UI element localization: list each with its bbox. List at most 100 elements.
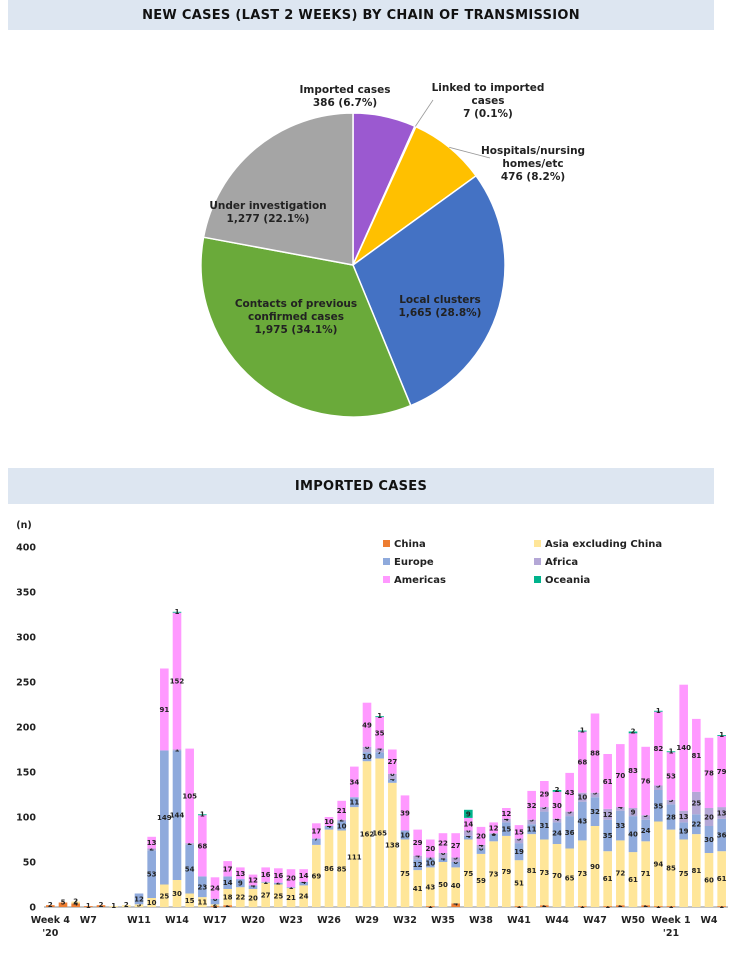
bar-data-label: 25 [691, 800, 701, 808]
bar-segment-europe [337, 821, 346, 831]
x-tick-label: W35 [431, 915, 455, 926]
x-tick-label: W38 [469, 915, 493, 926]
bar-segment-americas [337, 800, 346, 820]
bar-data-label: 13 [235, 870, 245, 878]
bar-data-label: 22 [691, 821, 701, 829]
bar-segment-asia-excluding-china [172, 880, 182, 907]
bar-segment-asia-excluding-china [527, 834, 536, 907]
bar-segment-europe [274, 882, 283, 885]
x-tick-label: W11 [127, 915, 151, 926]
pie-leader-line [449, 146, 491, 159]
bar-segment-americas [641, 746, 650, 816]
bar-data-label: 1 [656, 707, 661, 715]
bar-segment-oceania [717, 735, 726, 736]
bar-segment-europe [692, 814, 701, 835]
bar-data-label: 10 [147, 899, 157, 907]
bar-data-label: 20 [286, 875, 296, 883]
bar-segment-africa [692, 791, 701, 815]
bar-data-label: 31 [539, 822, 549, 830]
x-tick-label: Week 4'20 [31, 915, 71, 939]
bar-segment-africa [704, 808, 714, 826]
bar-data-label: 1 [669, 747, 674, 755]
bar-segment-asia-excluding-china [438, 862, 448, 907]
bar-segment-china [84, 906, 93, 907]
bar-segment-europe [413, 859, 422, 871]
bar-segment-europe [134, 893, 144, 905]
bar-data-label: 20 [248, 895, 258, 903]
x-tick-label: W50 [621, 915, 645, 926]
bar-segment-europe [502, 822, 511, 836]
bar-segment-europe [540, 811, 549, 840]
bar-data-label: 144 [170, 812, 185, 820]
bar-data-label: 12 [248, 877, 258, 885]
bar-segment-europe [210, 898, 220, 905]
bar-data-label: 9 [238, 880, 243, 888]
bar-data-label: 34 [349, 778, 359, 786]
bar-data-label: 35 [653, 802, 663, 810]
bar-segment-asia-excluding-china [210, 904, 220, 907]
legend-label-oceania: Oceania [545, 575, 590, 586]
bar-segment-asia-excluding-china [248, 889, 258, 907]
bar-data-label: 24 [552, 830, 562, 838]
bar-segment-asia-excluding-china [109, 906, 118, 907]
bar-data-label: 152 [170, 678, 185, 686]
bar-segment-asia-excluding-china [350, 807, 359, 907]
bar-segment-asia-excluding-china [236, 887, 245, 907]
bar-segment-africa [451, 857, 460, 862]
pie-label-under-investigation: Under investigation 1,277 (22.1%) [209, 200, 326, 225]
bar-segment-asia-excluding-china [299, 885, 308, 907]
bar-data-label: 39 [400, 809, 410, 817]
bar-segment-europe [286, 887, 296, 889]
bar-segment-europe [438, 858, 448, 862]
bar-segment-africa [717, 807, 726, 819]
bar-data-label: 82 [653, 745, 663, 753]
legend-swatch-americas [383, 576, 390, 583]
bar-data-label: 12 [413, 861, 423, 869]
bar-data-label: 75 [679, 870, 689, 878]
legend-swatch-china [383, 540, 390, 547]
bar-data-label: 30 [704, 836, 714, 844]
bar-data-label: 14 [299, 872, 309, 880]
bar-segment-americas [502, 808, 511, 819]
bar-data-label: 25 [273, 892, 283, 900]
bar-data-label: 149 [157, 814, 172, 822]
bar-data-label: 35 [375, 729, 385, 737]
bar-segment-china [603, 906, 612, 907]
bar-segment-china [616, 905, 625, 907]
bar-segment-europe [464, 835, 473, 840]
bar-data-label: 83 [628, 767, 638, 775]
bar-segment-europe [704, 826, 714, 853]
pie-slice-under-investigation [202, 112, 354, 266]
bar-data-label: 20 [425, 845, 435, 853]
bar-data-label: 7 [377, 748, 382, 756]
y-tick-label: 350 [16, 588, 36, 599]
legend-label-americas: Americas [394, 575, 446, 586]
bar-data-label: 140 [676, 744, 691, 752]
bar-data-label: 16 [273, 872, 283, 880]
bar-segment-china [641, 905, 650, 907]
bar-data-label: 61 [603, 875, 613, 883]
x-tick-label: W26 [317, 915, 341, 926]
bar-segment-china [210, 906, 220, 907]
bar-data-label: 10 [337, 823, 347, 831]
bar-data-label: 36 [717, 832, 727, 840]
pie-label-linked-to-imported-cases: Linked to imported cases 7 (0.1%) [432, 82, 545, 120]
bar-segment-africa [362, 746, 372, 753]
bar-data-label: 60 [704, 877, 714, 885]
pie-chart: Imported cases 386 (6.7%) Linked to import… [200, 82, 585, 418]
bar-data-label: 14 [223, 879, 233, 887]
bar-segment-americas [590, 713, 600, 793]
bar-segment-china [514, 906, 524, 907]
bar-segment-asia-excluding-china [552, 844, 562, 907]
bar-data-label: 36 [565, 829, 575, 837]
y-tick-label: 50 [23, 858, 37, 869]
bar-segment-americas [578, 731, 587, 793]
bar-data-label: 53 [666, 773, 676, 781]
bar-data-label: 91 [159, 706, 169, 714]
bar-segment-asia-excluding-china [160, 884, 169, 907]
bar-data-label: 29 [413, 839, 423, 847]
bar-segment-africa [552, 818, 562, 823]
bar-segment-americas [616, 744, 625, 808]
pie-label-contacts-of-previous-confirmed-cases: Contacts of previous confirmed cases 1,975… [235, 298, 357, 336]
bar-data-label: 4 [415, 852, 420, 860]
